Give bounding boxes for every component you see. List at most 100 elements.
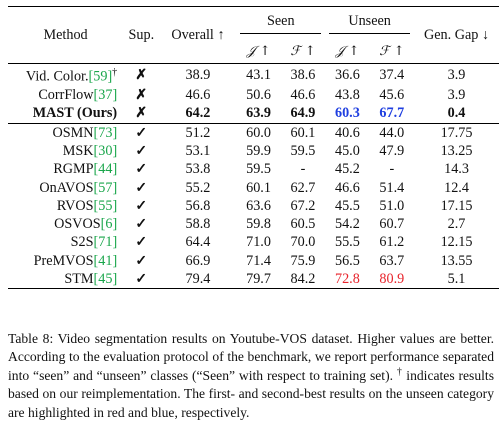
citation-link[interactable]: [44]: [93, 161, 118, 178]
table-row: MAST (Ours) ✗ 64.2 63.9 64.9 60.3 67.7 0.4: [8, 104, 499, 123]
overall-cell: 55.2: [185, 179, 211, 196]
citation-link[interactable]: [6]: [100, 216, 118, 233]
seen-j-cell: 63.6: [246, 197, 271, 214]
table-row: RGMP[44] ✓ 53.8 59.5 - 45.2 - 14.3: [8, 160, 499, 178]
seen-f-cell: 67.2: [290, 197, 316, 214]
unseen-f-cell: 80.9: [369, 270, 415, 290]
method-cell: RGMP[44]: [8, 160, 123, 178]
unseen-f-cell: 61.2: [379, 234, 405, 251]
seen-f-cell: 46.6: [290, 87, 316, 104]
sup-cell: ✓: [135, 197, 148, 214]
method-name: S2S: [70, 234, 94, 251]
sup-cell: ✓: [135, 252, 148, 269]
table-row: OnAVOS[57] ✓ 55.2 60.1 62.7 46.6 51.4 12.4: [8, 179, 499, 197]
overall-cell: 79.4: [159, 270, 237, 290]
subheader-row: 𝒥 ↑ ℱ ↑ 𝒥 ↑ ℱ ↑: [8, 39, 499, 64]
table-row: STM[45] ✓ 79.4 79.7 84.2 72.8 80.9 5.1: [8, 270, 499, 290]
citation-link[interactable]: [55]: [93, 197, 118, 214]
citation-link[interactable]: [41]: [93, 252, 118, 269]
gen-gap-cell: 3.9: [414, 63, 499, 87]
gen-gap-cell: 17.15: [440, 197, 473, 214]
method-name: MAST (Ours): [32, 105, 118, 122]
overall-cell: 53.8: [185, 161, 211, 178]
method-name: OSVOS: [54, 216, 101, 233]
gen-gap-header: Gen. Gap ↓: [414, 6, 499, 64]
citation-link[interactable]: [71]: [93, 234, 118, 251]
citation-link[interactable]: [57]: [93, 179, 118, 196]
method-cell: PreMVOS[41]: [8, 252, 123, 270]
sup-cell: ✗: [135, 87, 148, 104]
sup-cell: ✓: [135, 216, 148, 233]
seen-j-cell: 59.9: [246, 142, 271, 159]
method-cell: MSK[30]: [8, 142, 123, 160]
unseen-f-cell: -: [389, 161, 395, 178]
unseen-j-cell: 45.5: [334, 197, 360, 214]
method-cell: CorrFlow[37]: [8, 86, 123, 104]
seen-f-cell: 84.2: [280, 270, 326, 290]
caption-text-1: Table 8: Video segmentation results on Y…: [8, 331, 494, 383]
citation-link[interactable]: [73]: [93, 124, 118, 141]
table-row: Vid. Color.[59]† ✗ 38.9 43.1 38.6 36.6 37.4 3.9: [8, 63, 499, 87]
header-row: Method Sup. Overall ↑ Seen Unseen Gen. G…: [8, 6, 499, 64]
method-cell: OSMN[73]: [8, 122, 124, 142]
table-row: OSMN[73] ✓ 51.2 60.0 60.1 40.6 44.0 17.75: [8, 122, 499, 142]
citation-link[interactable]: [30]: [93, 142, 118, 159]
seen-j-cell: 79.7: [236, 270, 281, 290]
table-row: S2S[71] ✓ 64.4 71.0 70.0 55.5 61.2 12.15: [8, 233, 499, 251]
method-cell: RVOS[55]: [8, 197, 123, 215]
overall-cell: 64.2: [185, 105, 211, 122]
seen-f-cell: 70.0: [290, 234, 316, 251]
seen-f-cell: 75.9: [290, 252, 316, 269]
table-row: RVOS[55] ✓ 56.8 63.6 67.2 45.5 51.0 17.15: [8, 197, 499, 215]
citation-link[interactable]: [37]: [93, 87, 118, 104]
unseen-j-cell: 40.6: [325, 122, 370, 142]
method-cell: OSVOS[6]: [8, 215, 123, 233]
method-name: RVOS: [56, 197, 94, 214]
unseen-j-cell: 56.5: [334, 252, 360, 269]
seen-f-header: ℱ ↑: [290, 43, 316, 59]
overall-cell: 53.1: [185, 142, 211, 159]
seen-f-cell: 38.6: [280, 63, 326, 87]
method-cell: STM[45]: [8, 270, 124, 290]
method-name: MSK: [62, 142, 94, 159]
seen-j-cell: 71.0: [246, 234, 271, 251]
sup-cell: ✗: [123, 63, 160, 87]
unseen-j-cell: 46.6: [334, 179, 360, 196]
sup-cell: ✓: [135, 234, 148, 251]
seen-header: Seen: [240, 13, 322, 34]
method-cell: Vid. Color.[59]†: [8, 63, 124, 87]
seen-f-cell: 60.5: [290, 216, 316, 233]
citation-link[interactable]: [45]: [93, 271, 118, 287]
seen-f-cell: 62.7: [290, 179, 316, 196]
overall-header: Overall ↑: [159, 6, 237, 64]
gen-gap-cell: 13.25: [440, 142, 473, 159]
seen-f-cell: 64.9: [290, 105, 316, 122]
unseen-f-cell: 63.7: [379, 252, 405, 269]
table-row: MSK[30] ✓ 53.1 59.9 59.5 45.0 47.9 13.25: [8, 142, 499, 160]
sup-cell: ✓: [135, 142, 148, 159]
overall-cell: 66.9: [185, 252, 211, 269]
unseen-f-cell: 51.0: [379, 197, 405, 214]
method-cell: OnAVOS[57]: [8, 179, 123, 197]
overall-cell: 51.2: [159, 122, 237, 142]
method-name: STM: [64, 271, 94, 287]
unseen-f-cell: 44.0: [369, 122, 415, 142]
unseen-f-cell: 47.9: [379, 142, 405, 159]
seen-j-cell: 43.1: [236, 63, 281, 87]
unseen-j-cell: 55.5: [334, 234, 360, 251]
gen-gap-cell: 0.4: [447, 105, 466, 122]
seen-j-cell: 60.0: [236, 122, 281, 142]
method-name: OSMN: [52, 124, 94, 141]
sup-cell: ✓: [135, 161, 148, 178]
unseen-j-cell: 45.0: [334, 142, 360, 159]
overall-cell: 38.9: [159, 63, 237, 87]
table-caption: Table 8: Video segmentation results on Y…: [8, 330, 494, 422]
unseen-j-cell: 60.3: [334, 105, 360, 122]
citation-link[interactable]: [59]: [88, 68, 113, 85]
dagger-symbol: †: [396, 366, 403, 378]
sup-header: Sup.: [123, 6, 160, 64]
unseen-j-cell: 36.6: [325, 63, 370, 87]
sup-cell: ✓: [123, 270, 160, 290]
unseen-f-cell: 45.6: [379, 87, 405, 104]
